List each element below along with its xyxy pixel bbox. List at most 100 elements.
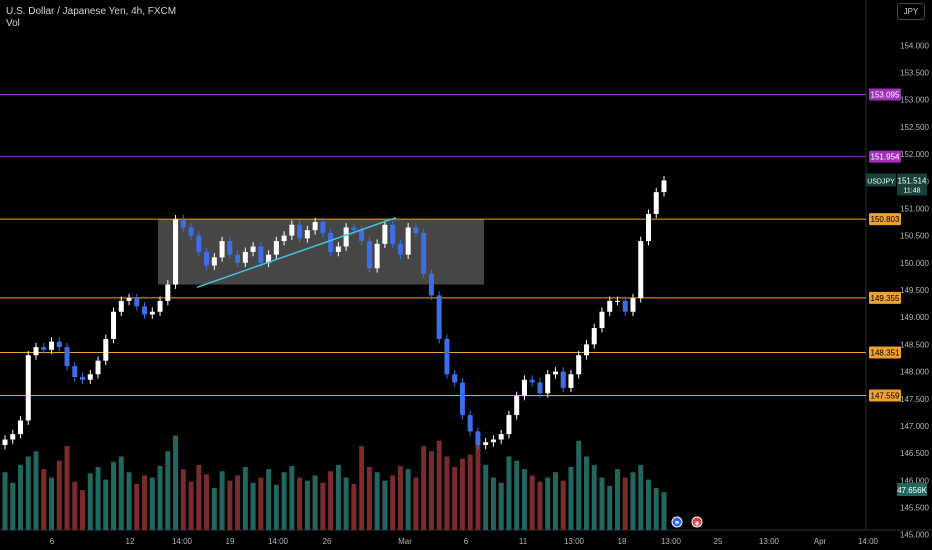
candle-body: [413, 227, 419, 233]
level-price-label: 150.803: [871, 215, 900, 224]
x-tick-label: 13:00: [564, 537, 585, 546]
volume-bar: [95, 467, 101, 530]
candle-body: [266, 254, 272, 263]
candle-body: [80, 377, 86, 380]
x-tick-label: 12: [126, 537, 135, 546]
volume-bar: [18, 464, 24, 530]
volume-bar: [41, 469, 47, 530]
volume-bar: [103, 479, 109, 530]
candle-body: [235, 254, 241, 263]
level-price-badge: [869, 150, 901, 163]
candle-body: [173, 219, 179, 285]
x-tick-label: 25: [714, 537, 723, 546]
volume-bar: [436, 440, 442, 530]
volume-bar: [351, 483, 357, 530]
candle-body: [33, 347, 39, 356]
volume-bar: [397, 465, 403, 530]
y-tick-label: 153.500: [900, 69, 929, 78]
candle-body: [242, 251, 248, 263]
level-price-badge: [869, 88, 901, 101]
x-tick-label: 6: [464, 537, 469, 546]
candle-body: [521, 379, 527, 397]
volume-value-label: 47.656K: [897, 486, 927, 495]
candle-body: [490, 439, 496, 443]
volume-bar: [607, 485, 613, 530]
volume-bar: [622, 477, 628, 530]
last-price-badge: [897, 173, 927, 196]
volume-bar: [428, 451, 434, 530]
flag-event-icon-glyph: ⚑: [674, 520, 679, 527]
candle-body: [351, 227, 357, 231]
x-tick-label: 14:00: [172, 537, 193, 546]
volume-bar: [529, 475, 535, 530]
level-price-badge: [869, 346, 901, 359]
y-tick-label: 153.000: [900, 96, 929, 105]
volume-bar: [33, 451, 39, 530]
flag-event-icon: [671, 516, 683, 528]
volume-bar: [382, 480, 388, 530]
candle-body: [475, 431, 481, 445]
candle-body: [661, 180, 667, 193]
level-price-label: 147.559: [871, 392, 900, 401]
volume-bar: [630, 472, 636, 530]
candle-body: [459, 382, 465, 416]
countdown-label: 11:48: [904, 187, 921, 194]
candle-body: [304, 230, 310, 239]
volume-bar: [405, 469, 411, 530]
candle-body: [645, 213, 651, 242]
volume-bar: [661, 492, 667, 530]
volume-bar: [235, 475, 241, 530]
candle-body: [514, 396, 520, 416]
volume-bar: [498, 482, 504, 530]
volume-bar: [366, 467, 372, 530]
candle-body: [95, 360, 101, 375]
volume-bar: [211, 488, 217, 530]
volume-bar: [80, 490, 86, 530]
y-tick-label: 154.000: [900, 41, 929, 50]
candle-body: [258, 246, 264, 263]
volume-bar: [537, 481, 543, 530]
x-tick-label: 19: [226, 537, 235, 546]
volume-bar: [374, 472, 380, 530]
candle-body: [359, 230, 365, 242]
volume-bar: [490, 477, 496, 530]
volume-bar: [118, 456, 124, 530]
symbol-badge-label: USDJPY: [867, 178, 895, 185]
y-tick-label: 151.000: [900, 204, 929, 213]
level-price-label: 149.355: [871, 294, 900, 303]
volume-bar: [467, 454, 473, 530]
volume-bar: [452, 467, 458, 530]
y-tick-label: 147.000: [900, 422, 929, 431]
volume-bar: [483, 464, 489, 530]
candle-body: [134, 298, 140, 307]
y-tick-label: 149.500: [900, 286, 929, 295]
volume-bar: [289, 465, 295, 530]
candle-body: [273, 241, 279, 255]
volume-bar: [614, 469, 620, 530]
candle-body: [72, 366, 78, 377]
volume-bar: [390, 475, 396, 530]
volume-bar: [591, 464, 597, 530]
symbol-badge: [866, 173, 896, 187]
candle-body: [103, 338, 109, 361]
candle-body: [622, 300, 628, 312]
candle-body: [25, 355, 31, 421]
y-tick-label: 146.500: [900, 449, 929, 458]
candle-body: [126, 298, 132, 301]
volume-bar: [421, 446, 427, 530]
candle-body: [188, 227, 194, 236]
level-price-label: 148.351: [871, 348, 900, 357]
y-tick-label: 150.500: [900, 232, 929, 241]
candle-body: [142, 306, 148, 315]
candle-body: [64, 347, 70, 367]
candle-body: [10, 434, 16, 440]
dividend-event-icon-glyph: ◉: [694, 521, 699, 527]
volume-bar: [638, 464, 644, 530]
candle-body: [312, 222, 318, 231]
currency-button[interactable]: JPY: [897, 3, 925, 20]
volume-bar: [64, 446, 70, 530]
volume-bar: [281, 472, 287, 530]
y-tick-label: 152.500: [900, 123, 929, 132]
candle-body: [250, 246, 256, 252]
